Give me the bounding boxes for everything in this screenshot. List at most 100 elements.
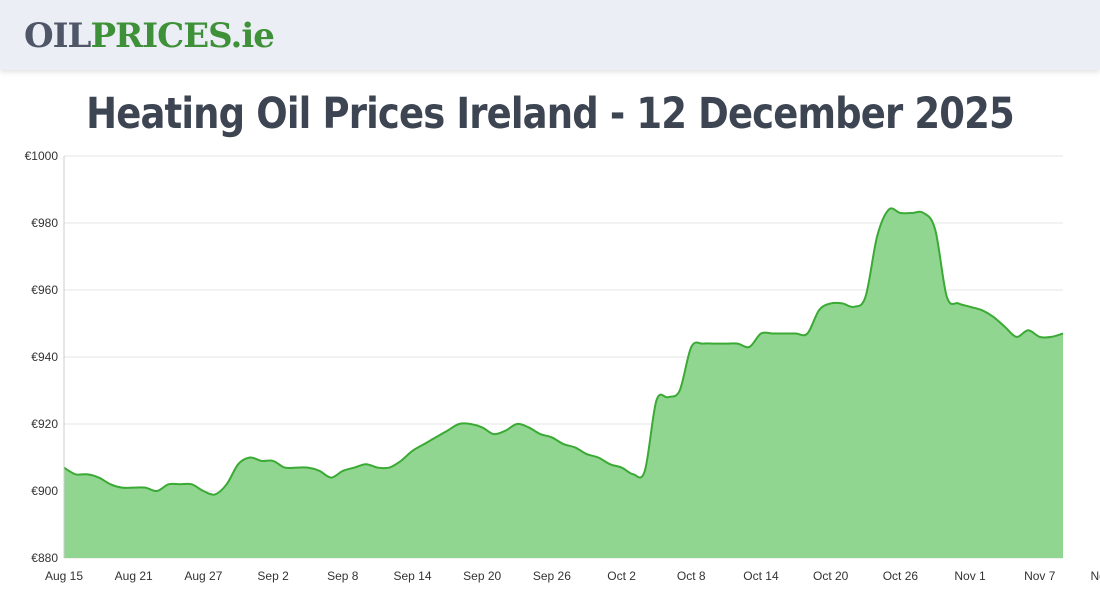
data-point[interactable] — [197, 485, 209, 497]
data-point[interactable] — [836, 297, 848, 309]
data-point[interactable] — [801, 328, 813, 340]
x-tick-label: Nov 13 — [1090, 569, 1100, 583]
data-point[interactable] — [581, 448, 593, 460]
data-point[interactable] — [523, 421, 535, 433]
data-point[interactable] — [918, 207, 930, 219]
data-point[interactable] — [987, 311, 999, 323]
data-point[interactable] — [894, 207, 906, 219]
data-point[interactable] — [848, 301, 860, 313]
data-point[interactable] — [953, 297, 965, 309]
x-tick-label: Aug 27 — [184, 569, 222, 583]
data-point[interactable] — [534, 428, 546, 440]
x-tick-label: Oct 26 — [883, 569, 919, 583]
data-point[interactable] — [488, 428, 500, 440]
data-point[interactable] — [592, 452, 604, 464]
data-point[interactable] — [499, 425, 511, 437]
data-point[interactable] — [372, 462, 384, 474]
data-point[interactable] — [906, 207, 918, 219]
data-point[interactable] — [128, 482, 140, 494]
data-point[interactable] — [697, 338, 709, 350]
data-point[interactable] — [430, 431, 442, 443]
data-point[interactable] — [1011, 331, 1023, 343]
x-tick-label: Sep 26 — [533, 569, 571, 583]
data-point[interactable] — [221, 478, 233, 490]
data-point[interactable] — [151, 485, 163, 497]
data-point[interactable] — [883, 204, 895, 216]
data-point[interactable] — [267, 455, 279, 467]
data-point[interactable] — [395, 455, 407, 467]
data-point[interactable] — [825, 297, 837, 309]
data-point[interactable] — [616, 462, 628, 474]
data-point[interactable] — [360, 458, 372, 470]
data-point[interactable] — [1022, 324, 1034, 336]
data-point[interactable] — [314, 465, 326, 477]
data-point[interactable] — [1045, 331, 1057, 343]
data-point[interactable] — [732, 338, 744, 350]
data-point[interactable] — [685, 341, 697, 353]
data-point[interactable] — [70, 468, 82, 480]
data-point[interactable] — [116, 482, 128, 494]
data-point[interactable] — [860, 291, 872, 303]
data-point[interactable] — [232, 458, 244, 470]
data-point[interactable] — [139, 482, 151, 494]
data-point[interactable] — [337, 465, 349, 477]
data-point[interactable] — [778, 328, 790, 340]
data-point[interactable] — [709, 338, 721, 350]
data-point[interactable] — [302, 462, 314, 474]
data-point[interactable] — [546, 431, 558, 443]
data-point[interactable] — [407, 445, 419, 457]
data-point[interactable] — [105, 478, 117, 490]
data-point[interactable] — [1057, 328, 1069, 340]
data-point[interactable] — [244, 452, 256, 464]
data-point[interactable] — [604, 458, 616, 470]
data-point[interactable] — [650, 395, 662, 407]
data-point[interactable] — [755, 328, 767, 340]
site-logo[interactable]: OILPRICES.ie — [24, 14, 275, 58]
data-point[interactable] — [174, 478, 186, 490]
x-tick-label: Aug 15 — [45, 569, 83, 583]
data-point[interactable] — [964, 301, 976, 313]
data-point[interactable] — [941, 291, 953, 303]
data-point[interactable] — [639, 465, 651, 477]
data-point[interactable] — [929, 224, 941, 236]
data-point[interactable] — [163, 478, 175, 490]
data-point[interactable] — [476, 421, 488, 433]
data-point[interactable] — [871, 230, 883, 242]
data-point[interactable] — [720, 338, 732, 350]
data-point[interactable] — [662, 391, 674, 403]
x-tick-label: Oct 2 — [607, 569, 636, 583]
data-point[interactable] — [209, 488, 221, 500]
data-point[interactable] — [465, 418, 477, 430]
x-tick-label: Oct 20 — [813, 569, 849, 583]
data-point[interactable] — [279, 462, 291, 474]
data-point[interactable] — [743, 341, 755, 353]
y-tick-label: €940 — [31, 350, 58, 364]
data-point[interactable] — [81, 468, 93, 480]
x-tick-label: Sep 8 — [327, 569, 359, 583]
data-point[interactable] — [186, 478, 198, 490]
data-point[interactable] — [418, 438, 430, 450]
x-tick-label: Oct 8 — [677, 569, 706, 583]
data-point[interactable] — [674, 385, 686, 397]
data-point[interactable] — [348, 462, 360, 474]
data-point[interactable] — [627, 468, 639, 480]
x-tick-label: Nov 7 — [1024, 569, 1056, 583]
data-point[interactable] — [256, 455, 268, 467]
data-point[interactable] — [976, 304, 988, 316]
data-point[interactable] — [999, 321, 1011, 333]
data-point[interactable] — [790, 328, 802, 340]
data-point[interactable] — [93, 472, 105, 484]
data-point[interactable] — [511, 418, 523, 430]
data-point[interactable] — [441, 425, 453, 437]
data-point[interactable] — [325, 472, 337, 484]
logo-text-prices: PRICES — [90, 16, 231, 56]
data-point[interactable] — [383, 462, 395, 474]
data-point[interactable] — [813, 304, 825, 316]
data-point[interactable] — [1034, 331, 1046, 343]
data-point[interactable] — [558, 438, 570, 450]
data-point[interactable] — [569, 441, 581, 453]
data-point[interactable] — [453, 418, 465, 430]
data-point[interactable] — [290, 462, 302, 474]
data-point[interactable] — [767, 328, 779, 340]
y-tick-label: €1000 — [25, 149, 59, 163]
